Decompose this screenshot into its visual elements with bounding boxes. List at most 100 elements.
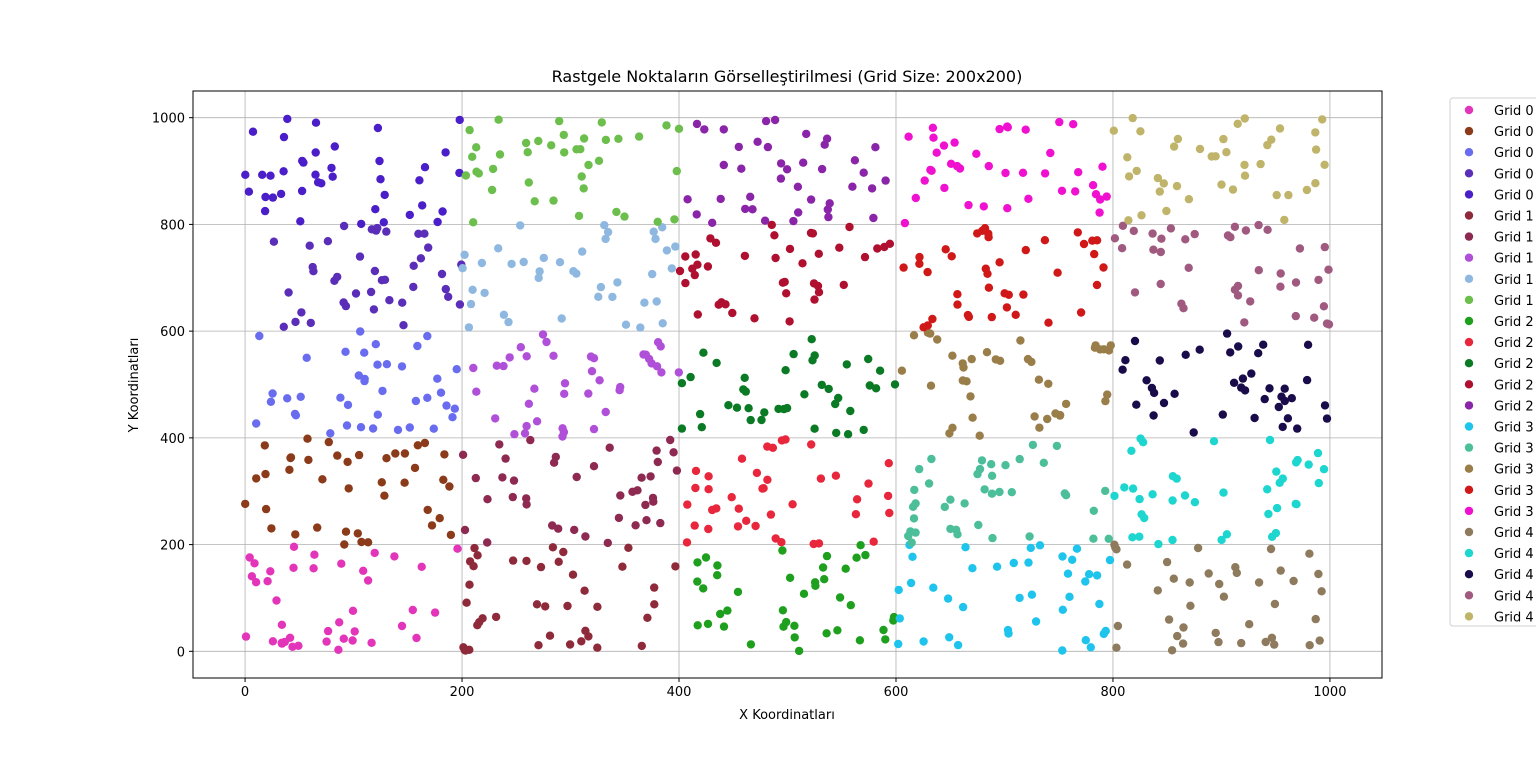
legend-marker bbox=[1464, 316, 1474, 326]
data-point bbox=[776, 159, 786, 168]
legend-label: Grid 0 bbox=[1494, 167, 1534, 182]
data-point bbox=[974, 520, 983, 530]
data-point bbox=[579, 134, 589, 143]
data-point bbox=[1000, 289, 1009, 298]
data-point bbox=[716, 609, 725, 619]
data-point bbox=[809, 539, 818, 549]
data-point bbox=[268, 389, 277, 398]
data-point bbox=[1293, 424, 1302, 433]
legend-label: Grid 1 bbox=[1494, 252, 1534, 267]
data-point bbox=[693, 621, 702, 630]
data-point bbox=[848, 182, 857, 191]
data-point bbox=[589, 462, 599, 471]
data-point bbox=[377, 276, 387, 285]
data-point bbox=[752, 468, 762, 478]
data-point bbox=[261, 504, 271, 514]
legend-marker bbox=[1464, 527, 1474, 537]
data-point bbox=[817, 164, 827, 174]
data-point bbox=[624, 543, 633, 552]
data-point bbox=[390, 552, 399, 561]
data-point bbox=[1184, 263, 1193, 272]
data-point bbox=[871, 143, 880, 152]
data-point bbox=[371, 205, 380, 214]
data-point bbox=[523, 148, 532, 157]
data-point bbox=[1096, 195, 1105, 204]
data-point bbox=[1137, 211, 1146, 220]
data-point bbox=[311, 118, 321, 127]
data-point bbox=[1113, 621, 1123, 631]
data-point bbox=[466, 299, 476, 309]
data-point bbox=[911, 193, 920, 203]
data-point bbox=[1310, 313, 1319, 322]
data-point bbox=[1190, 498, 1200, 507]
data-point bbox=[334, 645, 343, 654]
legend-label: Grid 2 bbox=[1494, 378, 1534, 393]
data-point bbox=[1189, 428, 1198, 437]
data-point bbox=[1263, 225, 1272, 234]
data-point bbox=[798, 259, 807, 268]
data-point bbox=[1228, 185, 1238, 194]
data-point bbox=[576, 145, 585, 154]
data-point bbox=[1117, 244, 1127, 253]
data-point bbox=[460, 646, 469, 655]
data-point bbox=[508, 492, 517, 502]
data-point bbox=[359, 566, 368, 575]
data-point bbox=[560, 379, 570, 388]
data-point bbox=[1132, 400, 1141, 409]
data-point bbox=[950, 138, 959, 147]
legend-label: Grid 0 bbox=[1494, 146, 1534, 161]
data-point bbox=[982, 348, 992, 357]
data-point bbox=[327, 163, 336, 173]
legend-marker bbox=[1464, 422, 1474, 431]
data-point bbox=[261, 192, 270, 202]
data-point bbox=[1311, 614, 1320, 624]
legend-label: Grid 4 bbox=[1494, 547, 1534, 562]
data-point bbox=[555, 258, 565, 267]
data-point bbox=[378, 386, 387, 396]
data-point bbox=[446, 530, 456, 540]
legend-marker bbox=[1464, 105, 1474, 115]
data-point bbox=[545, 631, 555, 640]
data-point bbox=[1274, 402, 1284, 412]
data-point bbox=[1184, 195, 1194, 204]
legend-label: Grid 4 bbox=[1494, 526, 1534, 541]
data-point bbox=[975, 464, 985, 474]
data-point bbox=[897, 366, 907, 375]
data-point bbox=[1276, 269, 1285, 278]
data-point bbox=[473, 551, 482, 560]
data-point bbox=[1287, 394, 1297, 403]
data-point bbox=[455, 168, 464, 178]
data-point bbox=[757, 415, 766, 425]
data-point bbox=[691, 466, 701, 476]
data-point bbox=[435, 514, 444, 523]
data-point bbox=[856, 541, 865, 550]
data-point bbox=[377, 478, 386, 487]
data-point bbox=[323, 626, 333, 636]
data-point bbox=[947, 252, 956, 261]
x-ticks: 0 200 400 600 800 1000 bbox=[241, 678, 1346, 700]
data-point bbox=[260, 206, 270, 216]
data-point bbox=[1280, 384, 1289, 393]
data-point bbox=[1195, 144, 1205, 154]
data-point bbox=[1035, 423, 1044, 432]
data-point bbox=[522, 494, 531, 503]
legend-label: Grid 3 bbox=[1494, 463, 1534, 478]
data-point bbox=[1011, 310, 1020, 319]
data-point bbox=[509, 476, 519, 485]
data-point bbox=[1103, 390, 1112, 399]
data-point bbox=[524, 178, 533, 187]
data-point bbox=[884, 459, 893, 468]
data-point bbox=[333, 272, 342, 282]
data-point bbox=[304, 455, 313, 465]
data-point bbox=[538, 330, 548, 339]
data-point bbox=[302, 353, 311, 362]
data-point bbox=[1135, 532, 1144, 541]
data-point bbox=[330, 142, 339, 151]
data-point bbox=[778, 606, 788, 615]
data-point bbox=[907, 538, 916, 547]
data-point bbox=[357, 537, 366, 547]
data-point bbox=[1092, 571, 1102, 580]
legend-label: Grid 1 bbox=[1494, 231, 1534, 246]
data-point bbox=[516, 221, 525, 230]
data-point bbox=[1317, 587, 1326, 596]
